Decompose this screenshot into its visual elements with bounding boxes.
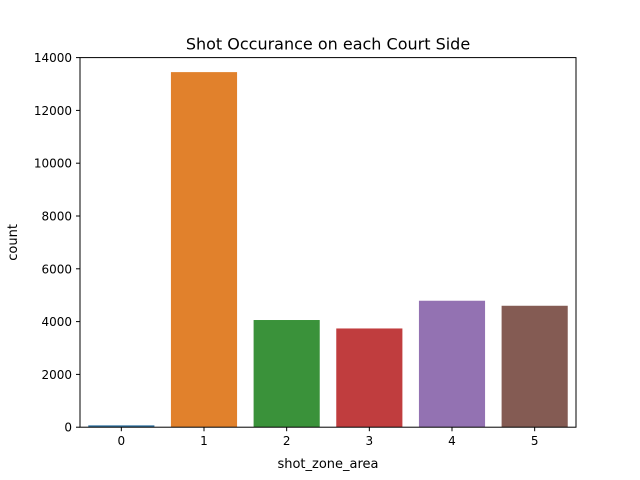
y-tick-label: 2000	[41, 368, 72, 382]
bar-5	[501, 305, 568, 428]
bar-2	[253, 320, 320, 428]
x-tick-label: 0	[118, 434, 126, 448]
bar-0	[88, 425, 155, 428]
bars-group	[88, 72, 568, 428]
y-tick-label: 8000	[41, 210, 72, 224]
x-tick-label: 1	[200, 434, 208, 448]
plot-frame	[79, 57, 577, 428]
x-tick-label: 2	[283, 434, 291, 448]
x-axis: 0 1 2 3 4 5	[118, 427, 539, 448]
x-axis-label: shot_zone_area	[277, 457, 378, 472]
y-axis: 0 2000 4000 6000 8000 10000 12000 14000	[34, 51, 80, 435]
chart-title: Shot Occurance on each Court Side	[186, 35, 470, 54]
x-tick-label: 5	[531, 434, 539, 448]
y-tick-label: 14000	[34, 51, 72, 65]
y-tick-label: 4000	[41, 315, 72, 329]
y-tick-label: 6000	[41, 262, 72, 276]
y-tick-label: 12000	[34, 104, 72, 118]
bar-3	[336, 328, 403, 428]
bar-1	[170, 72, 238, 428]
bar-4	[418, 300, 486, 428]
y-axis-label: count	[6, 224, 21, 261]
x-tick-label: 3	[366, 434, 374, 448]
x-tick-label: 4	[448, 434, 456, 448]
y-tick-label: 0	[64, 421, 72, 435]
y-tick-label: 10000	[34, 157, 72, 171]
